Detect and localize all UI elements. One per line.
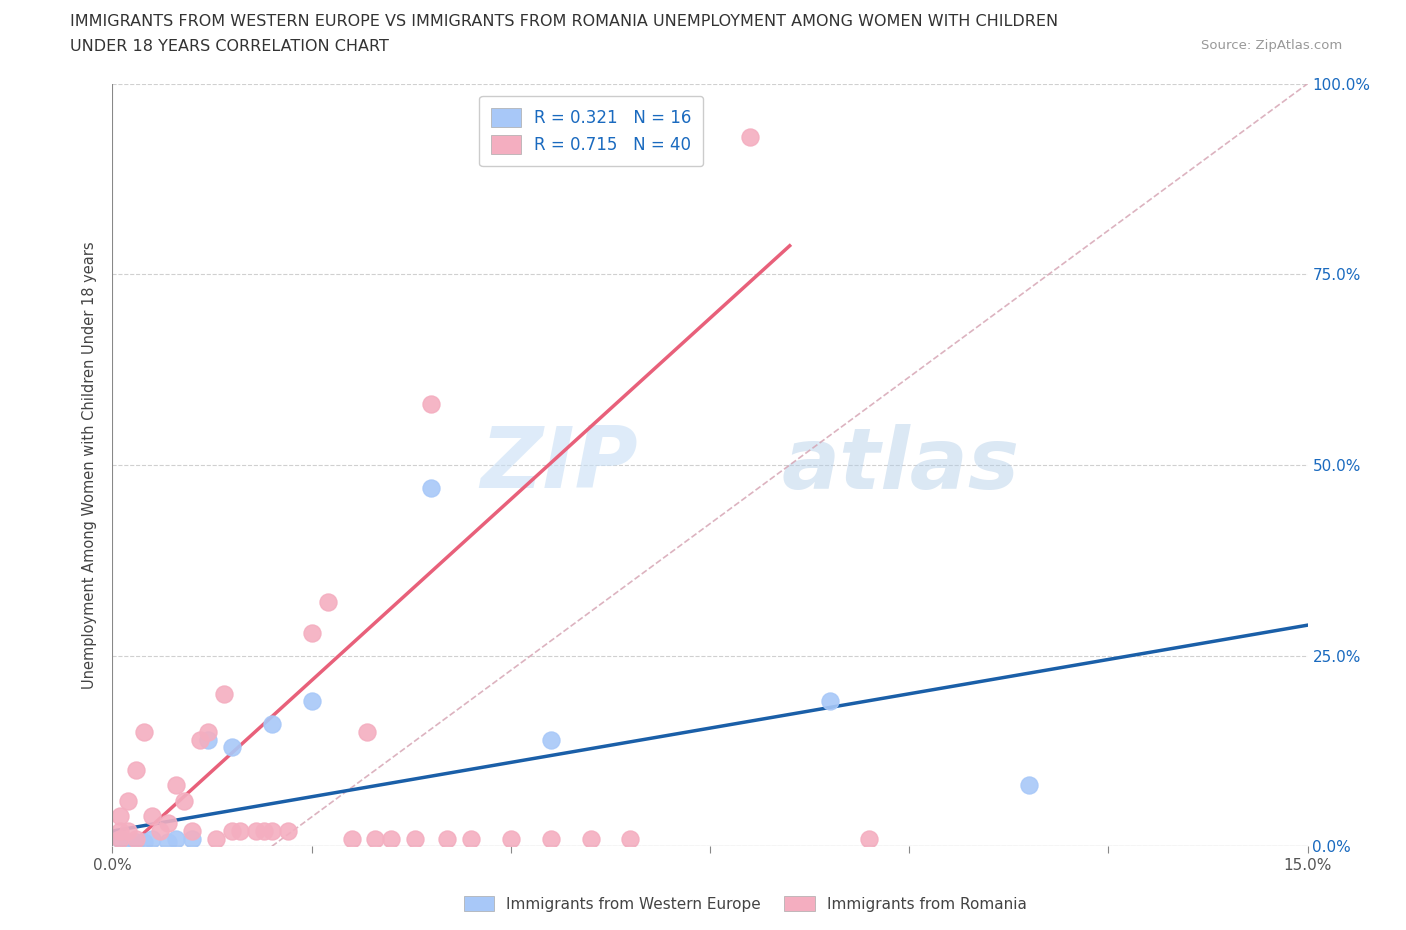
Legend: Immigrants from Western Europe, Immigrants from Romania: Immigrants from Western Europe, Immigran… xyxy=(457,889,1033,918)
Text: atlas: atlas xyxy=(782,423,1019,507)
Point xyxy=(540,732,562,747)
Point xyxy=(173,793,195,808)
Point xyxy=(356,724,378,739)
Point xyxy=(420,396,443,411)
Point xyxy=(858,831,880,846)
Point xyxy=(141,808,163,823)
Point xyxy=(619,831,641,846)
Point xyxy=(117,824,139,839)
Point xyxy=(436,831,458,846)
Point xyxy=(197,732,219,747)
Point xyxy=(364,831,387,846)
Point xyxy=(221,824,243,839)
Point xyxy=(125,835,148,850)
Point xyxy=(579,831,602,846)
Text: ZIP: ZIP xyxy=(481,423,638,507)
Point xyxy=(181,824,204,839)
Point xyxy=(260,824,283,839)
Point xyxy=(540,831,562,846)
Legend: R = 0.321   N = 16, R = 0.715   N = 40: R = 0.321 N = 16, R = 0.715 N = 40 xyxy=(479,96,703,166)
Point xyxy=(188,732,211,747)
Point xyxy=(141,831,163,846)
Point xyxy=(460,831,482,846)
Point xyxy=(125,763,148,777)
Point xyxy=(253,824,276,839)
Point xyxy=(157,816,180,830)
Point xyxy=(404,831,426,846)
Point xyxy=(125,831,148,846)
Point xyxy=(1018,777,1040,792)
Point xyxy=(340,831,363,846)
Text: IMMIGRANTS FROM WESTERN EUROPE VS IMMIGRANTS FROM ROMANIA UNEMPLOYMENT AMONG WOM: IMMIGRANTS FROM WESTERN EUROPE VS IMMIGR… xyxy=(70,14,1059,29)
Point xyxy=(117,835,139,850)
Point xyxy=(181,831,204,846)
Point xyxy=(205,831,228,846)
Point xyxy=(197,724,219,739)
Point xyxy=(301,694,323,709)
Point xyxy=(165,777,187,792)
Point xyxy=(157,835,180,850)
Point xyxy=(499,831,522,846)
Point xyxy=(110,831,132,846)
Point xyxy=(277,824,299,839)
Point xyxy=(134,835,156,850)
Point xyxy=(229,824,252,839)
Point xyxy=(221,739,243,754)
Point xyxy=(212,686,235,701)
Point xyxy=(110,831,132,846)
Y-axis label: Unemployment Among Women with Children Under 18 years: Unemployment Among Women with Children U… xyxy=(82,241,97,689)
Text: UNDER 18 YEARS CORRELATION CHART: UNDER 18 YEARS CORRELATION CHART xyxy=(70,39,389,54)
Text: Source: ZipAtlas.com: Source: ZipAtlas.com xyxy=(1202,39,1343,52)
Point xyxy=(301,625,323,640)
Point xyxy=(110,808,132,823)
Point xyxy=(316,595,339,610)
Point xyxy=(260,717,283,732)
Point xyxy=(117,793,139,808)
Point xyxy=(149,824,172,839)
Point xyxy=(738,129,761,144)
Point xyxy=(110,824,132,839)
Point xyxy=(134,724,156,739)
Point xyxy=(380,831,402,846)
Point xyxy=(165,831,187,846)
Point xyxy=(420,481,443,496)
Point xyxy=(245,824,267,839)
Point xyxy=(818,694,841,709)
